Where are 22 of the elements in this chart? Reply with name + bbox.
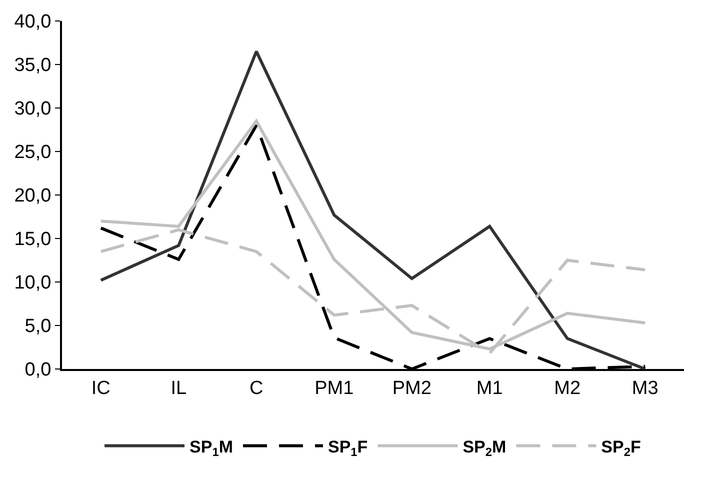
x-tick-label: M3: [632, 378, 658, 399]
legend-label: SP$_{2}$F: [601, 437, 641, 459]
y-tick-label: 35,0: [14, 55, 52, 76]
x-tick-label: IL: [170, 378, 187, 399]
x-tick-label: PM2: [392, 378, 432, 399]
legend-label: SP$_{1}$M: [190, 437, 233, 459]
y-tick-label: 25,0: [14, 142, 52, 164]
x-tick-label: C: [250, 378, 264, 399]
legend-label: SP$_{2}$M: [462, 437, 506, 459]
y-tick-label: 5,0: [24, 316, 52, 338]
x-tick-label: PM1: [314, 378, 354, 399]
x-tick-label: M2: [554, 378, 581, 399]
y-tick-label: 0,0: [24, 360, 52, 381]
x-tick-label: M1: [476, 378, 503, 399]
y-tick-label: 15,0: [14, 229, 52, 250]
y-tick-label: 40,0: [14, 12, 52, 33]
y-tick-label: 10,0: [14, 272, 52, 294]
y-tick-label: 30,0: [14, 98, 52, 120]
line-series: [99, 50, 647, 369]
legend-label: SP$_{1}$F: [328, 437, 368, 459]
x-tick-label: IC: [91, 378, 110, 399]
y-tick-label: 20,0: [14, 186, 52, 207]
